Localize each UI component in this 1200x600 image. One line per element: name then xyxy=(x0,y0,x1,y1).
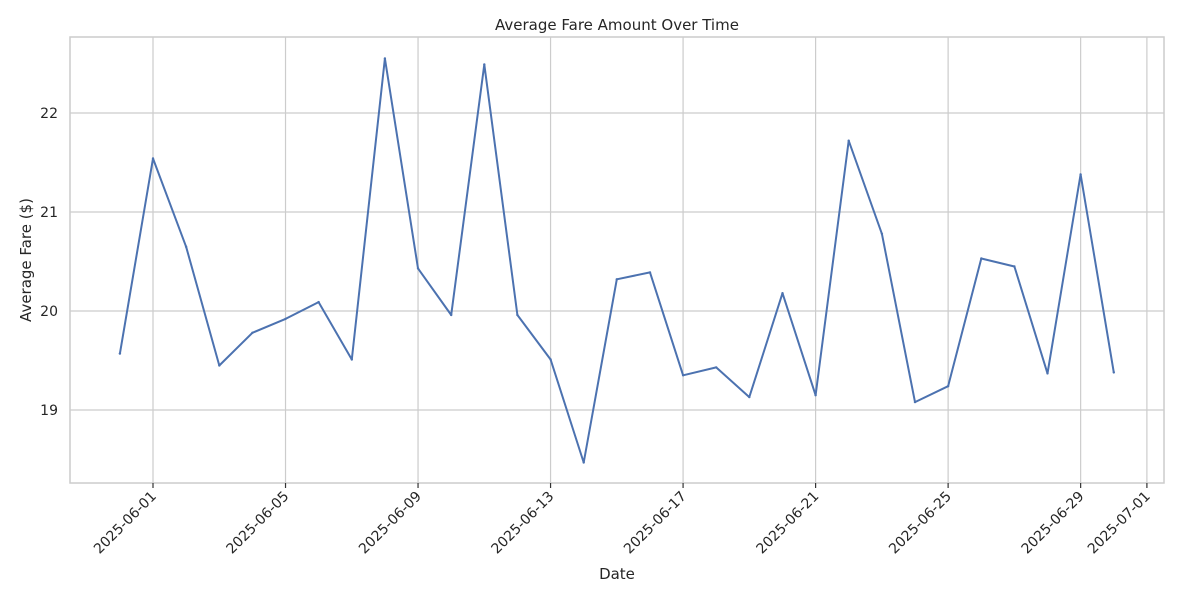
x-tick-label: 2025-06-17 xyxy=(621,489,690,558)
data-point xyxy=(383,57,387,60)
x-tick-label: 2025-06-29 xyxy=(1019,489,1088,558)
x-tick-labels: 2025-06-01 2025-06-05 2025-06-09 2025-06-13… xyxy=(91,483,1154,557)
data-point xyxy=(913,400,917,404)
x-tick-label: 2025-06-13 xyxy=(489,489,558,558)
data-point xyxy=(748,395,751,399)
data-point xyxy=(880,232,884,235)
y-tick-label: 21 xyxy=(40,205,58,221)
data-point xyxy=(483,63,486,66)
x-tick-label: 2025-06-21 xyxy=(754,489,823,558)
data-point xyxy=(284,317,287,321)
data-point xyxy=(715,366,718,369)
chart-title: Average Fare Amount Over Time xyxy=(495,16,739,34)
data-point xyxy=(450,313,453,317)
data-point xyxy=(1079,173,1082,176)
data-point xyxy=(516,313,519,317)
data-point xyxy=(847,139,850,142)
data-point xyxy=(980,257,983,260)
data-point xyxy=(118,352,122,355)
x-tick-label: 2025-06-09 xyxy=(356,489,425,558)
data-point xyxy=(350,358,353,361)
x-tick-label: 2025-06-01 xyxy=(91,489,160,558)
data-point xyxy=(681,374,685,377)
data-point xyxy=(184,245,188,248)
data-point xyxy=(582,461,585,464)
y-tick-label: 19 xyxy=(40,403,58,419)
y-tick-labels: 19 20 21 22 xyxy=(40,106,58,419)
x-tick-label: 2025-06-05 xyxy=(223,489,292,558)
data-point xyxy=(549,358,552,361)
series-layer xyxy=(118,57,1116,464)
x-axis-label: Date xyxy=(599,565,635,583)
y-axis-label: Average Fare ($) xyxy=(17,198,35,322)
data-point xyxy=(317,300,320,304)
data-point xyxy=(416,267,420,270)
y-tick-label: 20 xyxy=(40,304,58,320)
series-line xyxy=(118,57,1115,464)
data-point xyxy=(218,364,221,367)
data-point xyxy=(648,271,652,274)
x-tick-label: 2025-06-25 xyxy=(886,489,955,558)
x-tick-label: 2025-07-01 xyxy=(1085,489,1154,558)
data-point xyxy=(151,157,155,160)
data-point xyxy=(1046,372,1049,375)
data-point xyxy=(781,292,784,295)
data-point xyxy=(814,394,817,397)
data-point xyxy=(1013,265,1016,268)
data-point xyxy=(1112,371,1116,374)
grid xyxy=(70,37,1164,483)
data-point xyxy=(615,278,618,281)
plot-frame xyxy=(69,36,1165,484)
data-point xyxy=(946,385,950,388)
y-tick-label: 22 xyxy=(40,106,58,122)
data-point xyxy=(251,331,254,334)
